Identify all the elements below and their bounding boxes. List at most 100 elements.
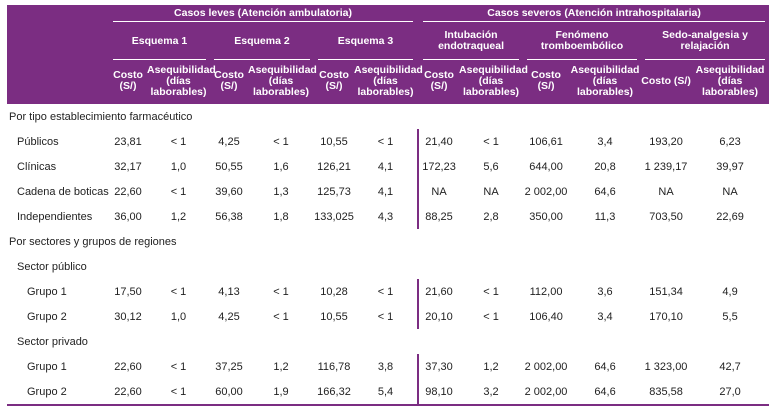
asequibilidad-cell: < 1: [483, 310, 499, 323]
costo-cell: 37,30: [417, 354, 459, 379]
asequibilidad-cell: NA: [722, 185, 738, 198]
casos-leves-header: Casos leves (Atención ambulatoria): [109, 5, 418, 22]
asequibilidad-cell: 3,4: [597, 310, 613, 323]
asequibilidad-cell: 1,9: [248, 379, 314, 406]
asequibilidad-cell: 1,6: [273, 160, 289, 173]
asequibilidad-header: Asequibilidad (días laborables): [248, 60, 317, 102]
sedo-analgesia-header: Sedo-analgesia y relajación: [641, 22, 770, 60]
costo-cell: 4,13: [218, 285, 240, 298]
asequibilidad-cell: < 1: [147, 379, 210, 406]
asequibilidad-cell: < 1: [170, 360, 187, 373]
costo-cell: 10,55: [320, 135, 348, 148]
asequibilidad-cell: 39,97: [716, 160, 744, 173]
costo-cell: 17,50: [114, 285, 142, 298]
asequibilidad-header: Asequibilidad (días laborables): [569, 60, 642, 102]
esquema-3-header: Esquema 3: [314, 22, 418, 60]
asequibilidad-header: Asequibilidad (días laborables): [354, 60, 423, 102]
costo-cell: 112,00: [529, 285, 563, 298]
asequibilidad-cell: 1,2: [483, 360, 499, 373]
asequibilidad-header: Asequibilidad (días laborables): [691, 60, 770, 102]
costo-cell: 98,10: [417, 379, 460, 406]
costo-cell: 37,25: [215, 360, 243, 373]
costo-cell: 106,40: [529, 310, 563, 323]
costo-cell: 166,32: [314, 379, 354, 406]
costo-cell: 170,10: [649, 310, 683, 323]
asequibilidad-cell: 64,6: [594, 185, 616, 198]
costo-cell: 1 323,00: [644, 360, 688, 373]
costo-cell: 39,60: [215, 185, 243, 198]
asequibilidad-cell: 27,0: [691, 379, 770, 406]
costo-cell: 835,58: [641, 379, 692, 406]
asequibilidad-cell: < 1: [273, 285, 289, 298]
costo-cell: NA: [417, 179, 459, 204]
costo-cell: 10,55: [320, 310, 348, 323]
row-label: Independientes: [17, 210, 93, 223]
asequibilidad-cell: < 1: [273, 310, 289, 323]
costo-cell: 125,73: [317, 185, 351, 198]
asequibilidad-cell: < 1: [377, 135, 394, 148]
asequibilidad-cell: 1,2: [170, 210, 187, 223]
costo-cell: 2 002,00: [523, 379, 570, 406]
asequibilidad-cell: < 1: [483, 285, 499, 298]
asequibilidad-cell: < 1: [170, 185, 187, 198]
costo-cell: 22,60: [109, 379, 147, 406]
costo-cell: 4,25: [218, 135, 240, 148]
asequibilidad-cell: 6,23: [719, 135, 741, 148]
asequibilidad-cell: 64,6: [569, 379, 642, 406]
tromboembolico-header: Fenómeno tromboembólico: [523, 22, 642, 60]
costo-cell: 644,00: [529, 160, 563, 173]
costo-cell: 22,60: [114, 360, 142, 373]
table-row: Grupo 1 17,50 < 1 4,13 < 1 10,28 < 1 21,60 < 1 11…: [7, 279, 769, 304]
costo-cell: 21,40: [417, 129, 459, 154]
costo-cell: 88,25: [417, 204, 459, 229]
row-label: Cadena de boticas: [17, 185, 109, 198]
costo-cell: 2 002,00: [524, 185, 568, 198]
asequibilidad-cell: 1,8: [273, 210, 289, 223]
table-row: Grupo 2 22,60 < 1 60,00 1,9 166,32 5,4 98,10 3,2…: [7, 379, 770, 406]
costo-cell: 193,20: [649, 135, 683, 148]
costo-cell: NA: [658, 185, 674, 198]
costo-header: Costo (S/): [417, 60, 460, 102]
section-publico: Sector público: [17, 260, 87, 273]
costo-cell: 21,60: [417, 279, 459, 304]
asequibilidad-cell: 1,2: [273, 360, 289, 373]
asequibilidad-cell: 3,6: [597, 285, 613, 298]
costo-cell: 60,00: [210, 379, 248, 406]
costo-cell: 1 239,17: [644, 160, 688, 173]
row-label: Clínicas: [17, 160, 57, 173]
table-row: Clínicas 32,17 1,0 50,55 1,6 126,21 4,1 172,23 5…: [7, 154, 769, 179]
asequibilidad-cell: 20,8: [594, 160, 616, 173]
asequibilidad-cell: 5,6: [483, 160, 499, 173]
costo-cell: 350,00: [529, 210, 563, 223]
costo-cell: 116,78: [317, 360, 351, 373]
asequibilidad-header: Asequibilidad (días laborables): [459, 60, 528, 102]
asequibilidad-cell: 2,8: [483, 210, 499, 223]
costo-cell: 56,38: [215, 210, 243, 223]
table-row: Grupo 1 22,60 < 1 37,25 1,2 116,78 3,8 37,30 1,2…: [7, 354, 769, 379]
row-label: Públicos: [17, 135, 59, 148]
costo-cell: 172,23: [417, 154, 459, 179]
section-tipo: Por tipo establecimiento farmacéutico: [7, 102, 770, 129]
asequibilidad-cell: 64,6: [594, 360, 616, 373]
row-label: Grupo 1: [27, 360, 67, 373]
asequibilidad-cell: 4,1: [377, 160, 394, 173]
costo-header: Costo (S/): [641, 60, 692, 102]
section-sectores: Por sectores y grupos de regiones: [9, 235, 177, 248]
costo-cell: 50,55: [215, 160, 243, 173]
costo-cell: 106,61: [529, 135, 563, 148]
asequibilidad-cell: < 1: [483, 135, 499, 148]
table-row: Cadena de boticas 22,60 < 1 39,60 1,3 125,73 4…: [7, 179, 769, 204]
costo-cell: 151,34: [649, 285, 683, 298]
asequibilidad-cell: 3,2: [459, 379, 524, 406]
costo-cell: 703,50: [649, 210, 683, 223]
costo-header: Costo (S/): [210, 60, 248, 102]
asequibilidad-cell: 1,0: [170, 160, 187, 173]
asequibilidad-header: Asequibilidad (días laborables): [147, 60, 216, 102]
costo-cell: 30,12: [114, 310, 142, 323]
costo-cell: 36,00: [114, 210, 142, 223]
costo-cell: 20,10: [417, 304, 459, 329]
asequibilidad-cell: 4,3: [377, 210, 394, 223]
asequibilidad-cell: 22,69: [716, 210, 744, 223]
esquema-2-header: Esquema 2: [210, 22, 314, 60]
